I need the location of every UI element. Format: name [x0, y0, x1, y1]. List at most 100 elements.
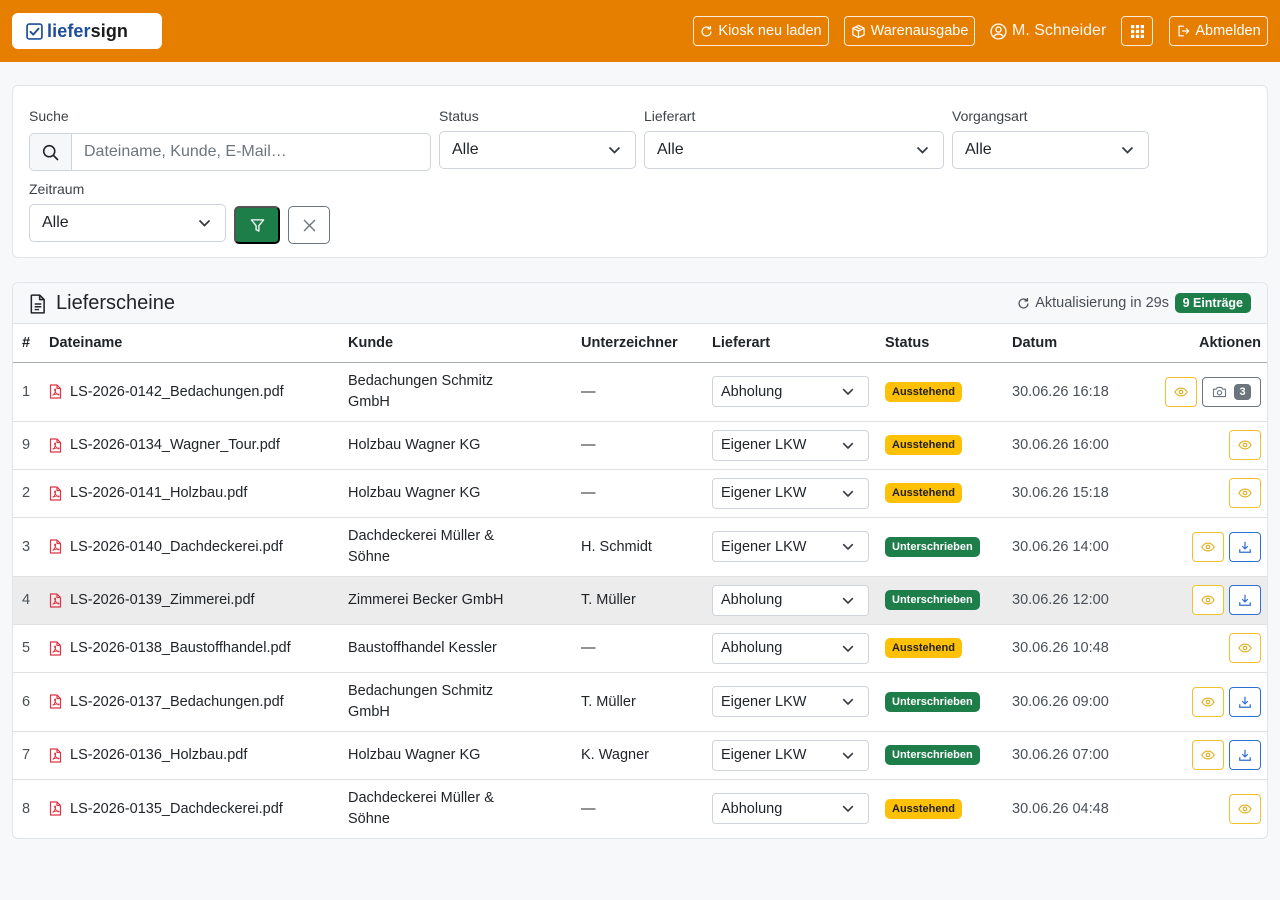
eye-icon: [1201, 541, 1215, 552]
view-button[interactable]: [1229, 478, 1261, 508]
file-link[interactable]: LS-2026-0137_Bedachungen.pdf: [70, 693, 284, 710]
lieferart-filter-select[interactable]: Alle: [644, 131, 944, 169]
file-link[interactable]: LS-2026-0138_Baustoffhandel.pdf: [70, 640, 291, 656]
lieferart-select[interactable]: Eigener LKW: [712, 739, 869, 771]
view-button[interactable]: [1165, 376, 1197, 407]
lieferart-select[interactable]: Eigener LKW: [712, 531, 869, 562]
app-logo[interactable]: liefersign: [12, 13, 162, 49]
status-filter-select[interactable]: Alle: [439, 131, 636, 169]
user-circle-icon: [990, 22, 1007, 40]
current-user: M. Schneider: [990, 16, 1106, 46]
view-button[interactable]: [1192, 585, 1224, 615]
view-button[interactable]: [1229, 793, 1261, 824]
lieferart-select[interactable]: Abholung: [712, 376, 869, 407]
download-button[interactable]: [1229, 531, 1261, 562]
row-signer: —: [581, 779, 712, 838]
logout-button[interactable]: Abmelden: [1169, 16, 1268, 46]
row-status-cell: Ausstehend: [885, 779, 1012, 838]
row-actions-cell: 3: [1144, 362, 1267, 422]
row-number: 5: [13, 624, 49, 673]
zeitraum-filter-select[interactable]: Alle: [29, 204, 226, 242]
card-title: Lieferscheine: [29, 292, 175, 315]
download-button[interactable]: [1229, 585, 1261, 615]
chevron-down-icon: [842, 597, 854, 604]
file-link[interactable]: LS-2026-0140_Dachdeckerei.pdf: [70, 538, 283, 555]
camera-icon: [1213, 386, 1227, 397]
view-button[interactable]: [1229, 633, 1261, 663]
view-button[interactable]: [1192, 686, 1224, 717]
kunde-text: Holzbau Wagner KG: [348, 746, 481, 763]
reset-filter-button[interactable]: [288, 206, 330, 244]
view-button[interactable]: [1192, 531, 1224, 562]
col-header-datum[interactable]: Datum: [1012, 324, 1144, 363]
lieferart-select[interactable]: Abholung: [712, 584, 869, 616]
table-row[interactable]: 1 LS-2026-0142_Bedachungen.pdf Bedachung…: [13, 362, 1267, 422]
card-header: Lieferscheine Aktualisierung in 29s 9 Ei…: [13, 283, 1267, 324]
file-link[interactable]: LS-2026-0136_Holzbau.pdf: [70, 747, 248, 763]
col-header-kunde[interactable]: Kunde: [348, 324, 581, 363]
lieferart-select[interactable]: Eigener LKW: [712, 686, 869, 717]
download-icon: [1239, 594, 1251, 606]
view-button[interactable]: [1229, 430, 1261, 460]
table-row[interactable]: 9 LS-2026-0134_Wagner_Tour.pdf Holzbau W…: [13, 421, 1267, 470]
chevron-down-icon: [842, 752, 854, 759]
row-status-cell: Unterschrieben: [885, 517, 1012, 577]
card-title-text: Lieferscheine: [56, 292, 175, 314]
apps-grid-button[interactable]: [1121, 16, 1153, 46]
status-filter-label: Status: [439, 108, 479, 124]
kiosk-reload-button[interactable]: Kiosk neu laden: [693, 16, 829, 46]
row-kunde: Bedachungen Schmitz GmbH: [348, 362, 581, 422]
search-input[interactable]: [72, 134, 430, 170]
col-header-status[interactable]: Status: [885, 324, 1012, 363]
chevron-down-icon: [608, 146, 621, 154]
table-row[interactable]: 7 LS-2026-0136_Holzbau.pdf Holzbau Wagne…: [13, 731, 1267, 780]
status-badge: Unterschrieben: [885, 590, 980, 610]
col-header-lieferart[interactable]: Lieferart: [712, 324, 885, 363]
row-signer: —: [581, 421, 712, 470]
row-status-cell: Ausstehend: [885, 469, 1012, 518]
chevron-down-icon: [842, 490, 854, 497]
file-link[interactable]: LS-2026-0135_Dachdeckerei.pdf: [70, 800, 283, 817]
table-row[interactable]: 2 LS-2026-0141_Holzbau.pdf Holzbau Wagne…: [13, 469, 1267, 518]
col-header-unterzeichner[interactable]: Unterzeichner: [581, 324, 712, 363]
row-date: 30.06.26 16:18: [1012, 362, 1144, 422]
lieferart-select[interactable]: Abholung: [712, 632, 869, 664]
download-button[interactable]: [1229, 740, 1261, 770]
close-icon: [303, 219, 315, 231]
chevron-down-icon: [842, 442, 854, 449]
lieferart-value: Eigener LKW: [721, 538, 807, 555]
row-actions-cell: [1144, 731, 1267, 780]
photos-button[interactable]: 3: [1202, 376, 1261, 407]
file-link[interactable]: LS-2026-0142_Bedachungen.pdf: [70, 383, 284, 400]
row-signer: K. Wagner: [581, 731, 712, 780]
row-date: 30.06.26 15:18: [1012, 469, 1144, 518]
logo-text-part1: liefer: [47, 20, 91, 41]
refresh-icon: [701, 25, 713, 37]
row-kunde: Dachdeckerei Müller & Söhne: [348, 517, 581, 577]
row-kunde: Holzbau Wagner KG: [348, 421, 581, 470]
table-row[interactable]: 3 LS-2026-0140_Dachdeckerei.pdf Dachdeck…: [13, 517, 1267, 577]
file-link[interactable]: LS-2026-0134_Wagner_Tour.pdf: [70, 437, 280, 453]
lieferart-value: Abholung: [721, 383, 783, 400]
lieferart-select[interactable]: Eigener LKW: [712, 477, 869, 509]
table-row[interactable]: 4 LS-2026-0139_Zimmerei.pdf Zimmerei Bec…: [13, 576, 1267, 625]
row-filename-cell: LS-2026-0136_Holzbau.pdf: [49, 731, 348, 780]
download-button[interactable]: [1229, 686, 1261, 717]
apply-filter-button[interactable]: [234, 206, 280, 244]
lieferart-select[interactable]: Eigener LKW: [712, 429, 869, 461]
kunde-text: Zimmerei Becker GmbH: [348, 591, 504, 608]
file-link[interactable]: LS-2026-0139_Zimmerei.pdf: [70, 592, 255, 608]
lieferart-select[interactable]: Abholung: [712, 793, 869, 824]
table-row[interactable]: 6 LS-2026-0137_Bedachungen.pdf Bedachung…: [13, 672, 1267, 732]
warenausgabe-label: Warenausgabe: [870, 23, 969, 39]
view-button[interactable]: [1192, 740, 1224, 770]
col-header-dateiname[interactable]: Dateiname: [49, 324, 348, 363]
chevron-down-icon: [842, 645, 854, 652]
table-row[interactable]: 5 LS-2026-0138_Baustoffhandel.pdf Bausto…: [13, 624, 1267, 673]
file-link[interactable]: LS-2026-0141_Holzbau.pdf: [70, 485, 248, 501]
warenausgabe-button[interactable]: Warenausgabe: [844, 16, 975, 46]
row-actions-cell: [1144, 421, 1267, 470]
kunde-text: Dachdeckerei Müller & Söhne: [348, 789, 494, 827]
table-row[interactable]: 8 LS-2026-0135_Dachdeckerei.pdf Dachdeck…: [13, 779, 1267, 838]
vorgangsart-filter-select[interactable]: Alle: [952, 131, 1149, 169]
